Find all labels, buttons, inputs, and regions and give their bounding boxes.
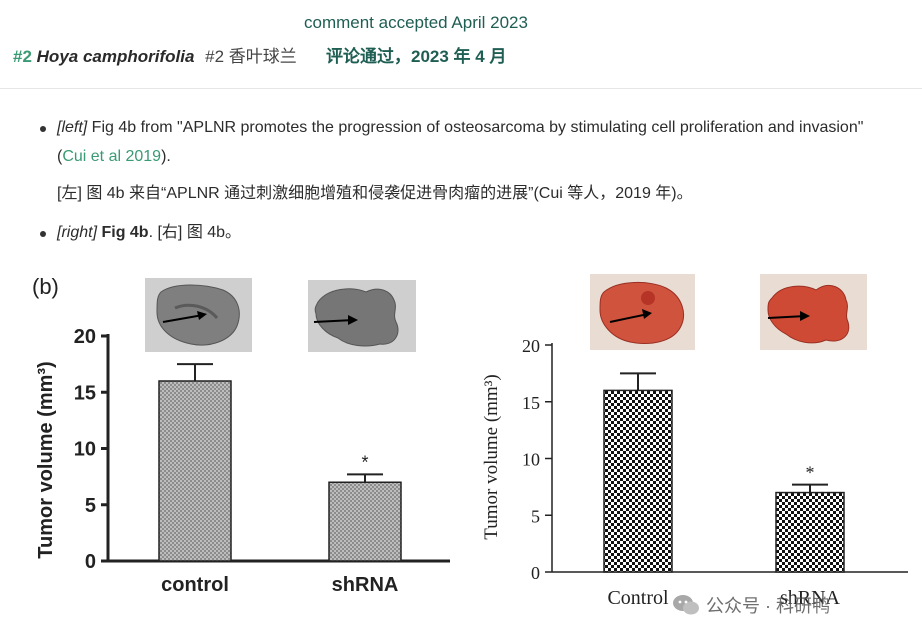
note-left-translation: [左] 图 4b 来自“APLNR 通过刺激细胞增殖和侵袭促进骨肉瘤的进展”(C… <box>57 185 693 202</box>
bar-shrna <box>328 481 402 562</box>
x-category-label: shRNA <box>780 587 841 609</box>
note-tag: [left] <box>57 119 88 136</box>
y-tick-label: 0 <box>531 563 540 583</box>
note-bold: Fig 4b <box>101 224 149 241</box>
significance-marker: * <box>806 463 815 483</box>
y-tick-label: 5 <box>85 495 96 517</box>
note-text-end: ). <box>161 148 171 165</box>
y-tick-label: 10 <box>74 439 96 461</box>
figure-right: 0 5 10 15 20 Control * shRNA Tumor volume (mm³) <box>470 262 922 642</box>
bar-control <box>158 380 232 562</box>
note-left: [left] Fig 4b from "APLNR promotes the p… <box>57 113 887 171</box>
panel-label: (b) <box>32 274 59 299</box>
y-tick-label: 15 <box>74 382 96 404</box>
y-tick-label: 10 <box>522 450 540 470</box>
wechat-icon <box>673 595 699 615</box>
figure-left: (b) 0 5 10 15 20 control * shRNA Tumor volume (… <box>0 262 460 642</box>
x-category-label: shRNA <box>332 574 399 596</box>
x-category-label: Control <box>607 587 669 609</box>
y-tick-label: 5 <box>531 506 540 526</box>
comment-header: comment accepted April 2023 #2 Hoya camp… <box>0 0 922 89</box>
accepted-date-cn: 评论通过，2023 年 4 月 <box>326 47 507 66</box>
accepted-date-en: comment accepted April 2023 <box>304 13 528 32</box>
y-axis-label: Tumor volume (mm³) <box>35 361 57 558</box>
note-right: [right] Fig 4b. [右] 图 4b。 <box>57 218 887 247</box>
x-category-label: control <box>161 574 229 596</box>
note-text: Fig 4b from "APLNR promotes the progress… <box>57 119 864 165</box>
bullet-dot <box>40 231 46 237</box>
y-tick-label: 20 <box>522 336 540 356</box>
tumor-photo-control <box>590 274 695 350</box>
note-text-end: . <box>148 224 154 241</box>
watermark: 公众号 · 科研鸭 <box>672 591 830 619</box>
bar-shrna <box>775 491 845 573</box>
note-translation: [右] 图 4b。 <box>153 224 242 241</box>
tumor-photo-shrna <box>308 280 416 352</box>
entry-title: #2 Hoya camphorifolia #2 香叶球兰 <box>13 42 297 67</box>
bar-control <box>603 389 673 573</box>
significance-marker: * <box>361 452 368 472</box>
watermark-text: 公众号 · 科研鸭 <box>706 596 830 616</box>
y-axis-label: Tumor volume (mm³) <box>481 374 502 539</box>
citation-link[interactable]: Cui et al 2019 <box>62 148 162 165</box>
species-name: Hoya camphorifolia <box>36 47 195 66</box>
chart-left: 0 5 10 15 20 control * shRNA Tumor volume (mm³) <box>35 326 450 596</box>
y-tick-label: 0 <box>85 551 96 573</box>
tumor-photo-control <box>145 278 252 352</box>
entry-title-cn: #2 香叶球兰 <box>205 47 297 66</box>
tumor-photo-shrna <box>760 274 867 350</box>
bullet-dot <box>40 126 46 132</box>
chart-right: 0 5 10 15 20 Control * shRNA Tumor volume (mm³) <box>481 336 908 609</box>
entry-number[interactable]: #2 <box>13 47 32 66</box>
y-tick-label: 15 <box>522 393 540 413</box>
note-tag: [right] <box>57 224 98 241</box>
y-tick-label: 20 <box>74 326 96 348</box>
